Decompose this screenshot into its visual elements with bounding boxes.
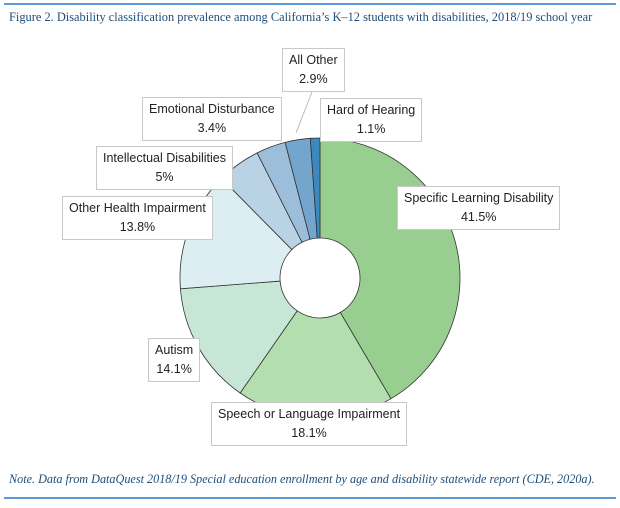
data-label-specific-learning-disability: Specific Learning Disability 41.5% <box>397 186 561 230</box>
label-value: 41.5% <box>460 210 497 224</box>
label-category: Hard of Hearing <box>327 103 416 117</box>
label-category: Emotional Disturbance <box>149 102 275 116</box>
label-value: 18.1% <box>291 426 327 440</box>
data-label-other-health-impairment: Other Health Impairment 13.8% <box>62 196 213 240</box>
data-label-emotional-disturbance: Emotional Disturbance 3.4% <box>142 97 282 141</box>
label-category: Specific Learning Disability <box>404 191 554 205</box>
label-value: 13.8% <box>119 220 156 234</box>
bottom-rule <box>4 497 616 499</box>
data-label-hard-of-hearing: Hard of Hearing 1.1% <box>320 98 423 142</box>
data-label-intellectual-disabilities: Intellectual Disabilities 5% <box>96 146 233 190</box>
slice-autism <box>179 280 298 394</box>
figure-caption: Figure 2. Disability classification prev… <box>9 10 593 24</box>
label-value: 3.4% <box>197 121 227 135</box>
figure-note: Note. Data from DataQuest 2018/19 Specia… <box>9 472 595 486</box>
top-rule <box>4 3 616 5</box>
leader-line-all-other <box>295 91 313 134</box>
label-value: 5% <box>155 170 174 184</box>
data-label-speech-language: Speech or Language Impairment 18.1% <box>211 402 408 446</box>
data-label-all-other: All Other 2.9% <box>282 48 345 92</box>
label-value: 14.1% <box>156 362 192 376</box>
slice-hard-of-hearing <box>309 137 321 239</box>
label-value: 2.9% <box>299 72 328 86</box>
label-category: Speech or Language Impairment <box>218 407 401 421</box>
label-category: Other Health Impairment <box>69 201 206 215</box>
data-label-autism: Autism 14.1% <box>148 338 201 382</box>
label-category: Intellectual Disabilities <box>103 151 226 165</box>
label-category: Autism <box>155 343 194 357</box>
label-category: All Other <box>289 53 338 67</box>
label-value: 1.1% <box>356 122 386 136</box>
